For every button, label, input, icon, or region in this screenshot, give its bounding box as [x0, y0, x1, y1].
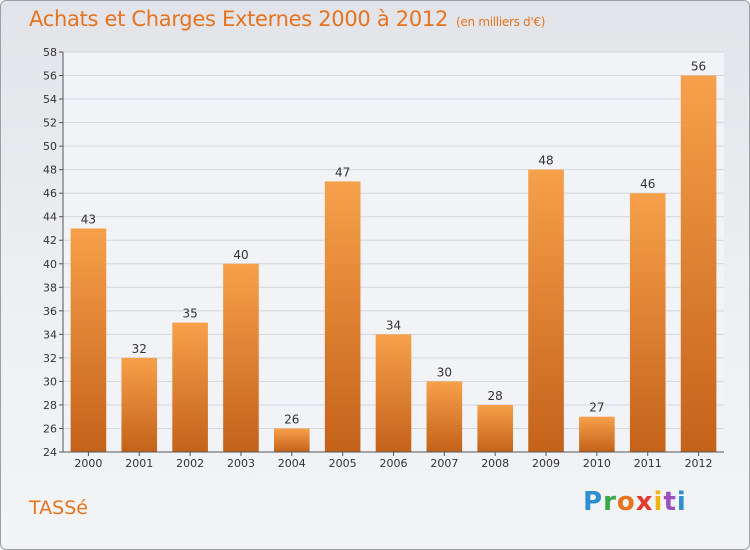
y-tick-label: 50 [43, 140, 57, 153]
data-label: 43 [81, 212, 96, 226]
x-tick-label: 2002 [176, 457, 204, 470]
y-tick-label: 36 [43, 305, 57, 318]
x-tick-label: 2006 [380, 457, 408, 470]
x-tick-labels: 2000 2001 2002 2003 2004 2005 2006 2007 2008 2009… [74, 457, 712, 470]
bar [528, 169, 564, 452]
x-tick-label: 2003 [227, 457, 255, 470]
y-tick-label: 48 [43, 164, 57, 177]
logo-letter: t [663, 487, 677, 517]
bar [477, 404, 513, 452]
bar [375, 334, 412, 452]
logo-letter: i [676, 487, 687, 517]
bar [121, 357, 158, 452]
x-tick-label: 2010 [583, 457, 611, 470]
bar [680, 75, 717, 452]
y-tick-label: 40 [43, 258, 57, 271]
bar [223, 263, 259, 452]
x-tick-label: 2001 [125, 457, 153, 470]
x-tick-label: 2007 [430, 457, 458, 470]
data-label: 48 [538, 154, 553, 168]
data-label: 27 [589, 401, 604, 415]
y-tick-label: 46 [43, 187, 57, 200]
proxiti-logo: Proxiti [583, 487, 687, 517]
bar [629, 193, 666, 453]
x-tick-label: 2000 [74, 457, 102, 470]
bar [70, 228, 107, 452]
chart-title: Achats et Charges Externes 2000 à 2012 (e… [29, 7, 545, 31]
y-tick-label: 58 [43, 46, 57, 59]
data-label: 30 [437, 365, 452, 379]
logo-letter: r [603, 487, 617, 517]
chart-title-text: Achats et Charges Externes 2000 à 2012 [29, 7, 449, 31]
x-tick-label: 2004 [278, 457, 306, 470]
x-tick-label: 2005 [329, 457, 357, 470]
y-tick-label: 26 [43, 422, 57, 435]
bars [70, 75, 717, 453]
logo-letter: P [583, 487, 604, 517]
x-tick-label: 2009 [532, 457, 560, 470]
x-tick-label: 2012 [685, 457, 713, 470]
logo-letter: x [635, 487, 654, 517]
y-tick-label: 52 [43, 117, 57, 130]
bar [274, 428, 310, 452]
y-tick-label: 38 [43, 281, 57, 294]
x-tick-label: 2011 [634, 457, 662, 470]
data-label: 46 [640, 177, 655, 191]
y-tick-label: 34 [43, 328, 57, 341]
y-tick-label: 30 [43, 375, 57, 388]
bar [172, 322, 208, 452]
y-tick-label: 54 [43, 93, 57, 106]
data-label: 40 [233, 248, 248, 262]
data-label: 47 [335, 165, 350, 179]
y-tick-label: 32 [43, 352, 57, 365]
y-tick-label: 56 [43, 70, 57, 83]
logo-letter: i [653, 487, 664, 517]
data-label: 26 [284, 412, 299, 426]
data-label: 32 [132, 342, 147, 356]
data-labels: 43 32 35 40 26 47 34 30 28 48 27 46 56 [81, 60, 706, 427]
bar [579, 416, 615, 452]
axes [59, 51, 724, 456]
data-label: 28 [488, 389, 503, 403]
logo-letter: o [616, 487, 636, 517]
bar [426, 381, 463, 452]
data-label: 35 [182, 307, 197, 321]
y-tick-label: 42 [43, 234, 57, 247]
y-tick-label: 28 [43, 399, 57, 412]
chart-unit: (en milliers d'€) [456, 15, 546, 29]
y-tick-label: 24 [43, 446, 57, 459]
data-label: 34 [386, 318, 401, 332]
y-tick-labels: 24 26 28 30 32 34 36 38 40 42 44 46 48 50 52 54 56 58 [43, 46, 57, 459]
x-tick-label: 2008 [481, 457, 509, 470]
bar [324, 181, 361, 453]
data-label: 56 [691, 60, 706, 74]
commune-name: TASSé [29, 497, 88, 519]
y-tick-label: 44 [43, 211, 57, 224]
